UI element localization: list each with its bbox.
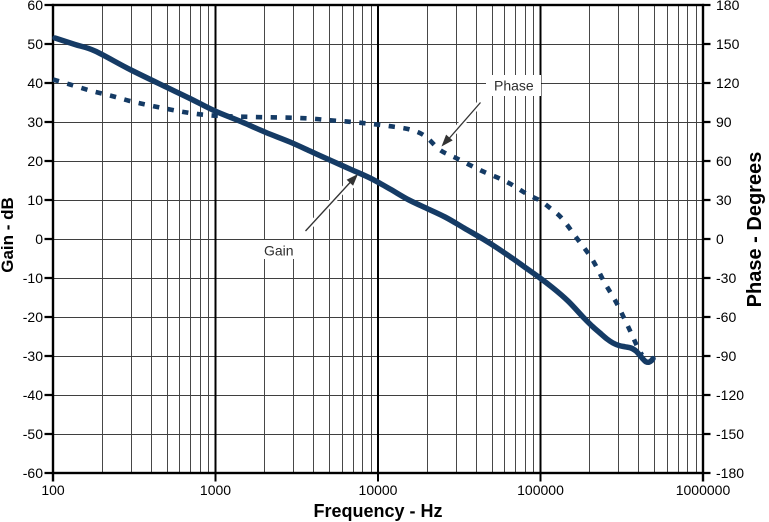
svg-text:Phase - Degrees: Phase - Degrees <box>744 152 766 308</box>
svg-text:40: 40 <box>27 75 43 91</box>
svg-text:-60: -60 <box>716 309 736 325</box>
svg-text:-30: -30 <box>716 270 736 286</box>
svg-text:180: 180 <box>716 0 740 13</box>
svg-text:0: 0 <box>716 231 724 247</box>
svg-text:Gain: Gain <box>264 243 294 259</box>
svg-text:-150: -150 <box>716 426 744 442</box>
svg-text:-20: -20 <box>23 309 43 325</box>
svg-text:-120: -120 <box>716 387 744 403</box>
svg-text:-30: -30 <box>23 348 43 364</box>
svg-text:1000: 1000 <box>200 482 231 498</box>
svg-text:Phase: Phase <box>494 78 534 94</box>
svg-text:-90: -90 <box>716 348 736 364</box>
svg-text:30: 30 <box>27 114 43 130</box>
svg-text:30: 30 <box>716 192 732 208</box>
svg-text:10: 10 <box>27 192 43 208</box>
svg-text:Gain - dB: Gain - dB <box>0 197 17 273</box>
svg-text:100000: 100000 <box>517 482 564 498</box>
svg-text:Frequency - Hz: Frequency - Hz <box>313 501 442 521</box>
svg-text:0: 0 <box>35 231 43 247</box>
svg-text:-180: -180 <box>716 465 744 481</box>
svg-text:1000000: 1000000 <box>676 482 731 498</box>
svg-text:90: 90 <box>716 114 732 130</box>
svg-text:100: 100 <box>41 482 65 498</box>
svg-text:60: 60 <box>716 153 732 169</box>
svg-text:120: 120 <box>716 75 740 91</box>
svg-text:10000: 10000 <box>359 482 398 498</box>
svg-text:150: 150 <box>716 36 740 52</box>
svg-text:50: 50 <box>27 36 43 52</box>
svg-text:-40: -40 <box>23 387 43 403</box>
svg-text:60: 60 <box>27 0 43 13</box>
svg-text:20: 20 <box>27 153 43 169</box>
svg-text:-10: -10 <box>23 270 43 286</box>
svg-text:-50: -50 <box>23 426 43 442</box>
svg-text:-60: -60 <box>23 465 43 481</box>
